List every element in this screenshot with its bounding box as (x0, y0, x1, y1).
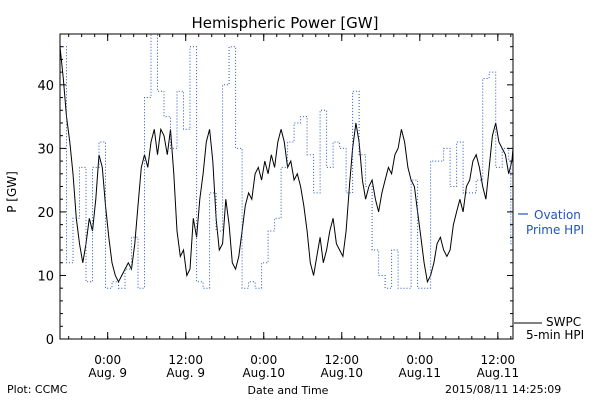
x-tick-label-date: Aug.10 (321, 366, 364, 380)
legend-label-ovation-line2: Prime HPI (526, 223, 584, 237)
y-tick-label: 30 (37, 142, 54, 157)
chart-title: Hemispheric Power [GW] (192, 14, 379, 32)
legend-label-swpc-line1: SWPC (546, 315, 581, 329)
series-layer (59, 33, 514, 289)
x-tick-label-time: 12:00 (481, 353, 516, 367)
y-tick-label: 20 (37, 206, 54, 221)
legend: Ovation Prime HPI SWPC 5-min HPI (514, 208, 584, 342)
y-axis: 0 10 20 30 40 (37, 33, 513, 348)
x-tick-label-date: Aug.10 (242, 366, 285, 380)
x-tick-label-time: 12:00 (324, 353, 359, 367)
plot-credit: Plot: CCMC (7, 383, 68, 396)
x-tick-label-time: 0:00 (94, 353, 121, 367)
x-tick-label-time: 12:00 (168, 353, 203, 367)
x-axis-label: Date and Time (248, 384, 329, 397)
series-ovation-prime-line (60, 33, 513, 289)
y-tick-label: 10 (37, 269, 54, 284)
plot-frame (59, 33, 514, 340)
legend-label-swpc-line2: 5-min HPI (526, 328, 584, 342)
x-tick-label-date: Aug.11 (399, 366, 442, 380)
series-swpc-line (59, 46, 514, 284)
x-tick-label-date: Aug. 9 (166, 366, 205, 380)
y-tick-label: 0 (46, 333, 54, 348)
x-tick-label-date: Aug. 9 (88, 366, 127, 380)
x-tick-label-date: Aug.11 (477, 366, 520, 380)
x-tick-label-time: 0:00 (250, 353, 277, 367)
legend-entry-ovation: Ovation Prime HPI (518, 208, 584, 237)
y-axis-label: P [GW] (5, 171, 19, 213)
x-tick-label-time: 0:00 (406, 353, 433, 367)
legend-label-ovation-line1: Ovation (534, 208, 581, 222)
y-tick-label: 40 (37, 79, 54, 94)
legend-entry-swpc: SWPC 5-min HPI (514, 315, 584, 342)
plot-timestamp: 2015/08/11 14:25:09 (445, 383, 562, 396)
